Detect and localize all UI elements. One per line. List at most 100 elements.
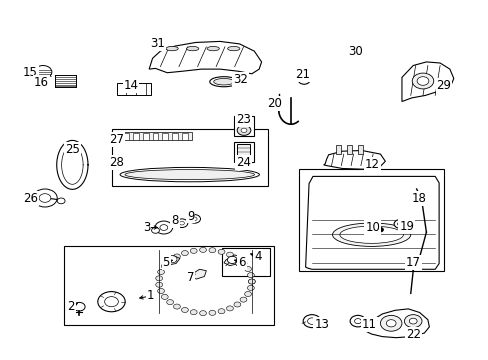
Circle shape (104, 297, 118, 307)
Circle shape (155, 221, 172, 234)
Bar (336, 145, 341, 154)
Circle shape (240, 297, 246, 302)
Bar (172, 133, 178, 140)
Bar (346, 145, 351, 154)
Circle shape (167, 256, 177, 263)
Circle shape (157, 270, 164, 275)
Circle shape (190, 248, 197, 253)
Ellipse shape (165, 46, 178, 51)
Circle shape (380, 315, 401, 331)
Bar (123, 133, 129, 140)
Text: 21: 21 (294, 68, 309, 81)
Circle shape (377, 228, 383, 232)
Circle shape (192, 217, 197, 221)
Circle shape (173, 254, 180, 259)
Ellipse shape (207, 46, 219, 51)
Text: 19: 19 (399, 220, 413, 233)
Circle shape (218, 249, 224, 254)
Circle shape (393, 220, 405, 228)
Bar (112, 129, 267, 186)
Circle shape (241, 121, 246, 125)
Ellipse shape (339, 226, 403, 243)
Circle shape (181, 251, 188, 256)
Text: 5: 5 (162, 256, 170, 269)
Bar (133, 133, 139, 140)
Circle shape (98, 292, 125, 312)
Ellipse shape (213, 78, 234, 85)
Circle shape (218, 309, 224, 314)
Circle shape (349, 315, 365, 327)
Circle shape (233, 256, 240, 261)
Text: 23: 23 (236, 113, 250, 126)
Text: 29: 29 (436, 79, 450, 92)
Polygon shape (323, 150, 385, 169)
Circle shape (237, 118, 250, 128)
Bar (152, 133, 158, 140)
Text: 8: 8 (171, 214, 179, 227)
Bar (117, 83, 150, 95)
Circle shape (199, 247, 206, 252)
Bar (63, 246, 273, 325)
Circle shape (188, 215, 200, 223)
Circle shape (226, 252, 233, 257)
Circle shape (416, 77, 428, 85)
Circle shape (408, 318, 416, 324)
Text: 2: 2 (67, 300, 75, 313)
Circle shape (303, 315, 320, 328)
Circle shape (160, 225, 167, 230)
Circle shape (176, 219, 187, 228)
Circle shape (173, 304, 180, 309)
Ellipse shape (186, 46, 198, 51)
Circle shape (298, 76, 309, 84)
Text: 6: 6 (238, 256, 245, 269)
Circle shape (233, 302, 240, 307)
Text: 10: 10 (365, 221, 379, 234)
Bar (233, 116, 254, 136)
Bar (182, 133, 187, 140)
Circle shape (190, 310, 197, 315)
Text: 4: 4 (254, 250, 262, 263)
Bar (357, 145, 362, 154)
Circle shape (307, 318, 316, 324)
Text: 25: 25 (65, 143, 80, 156)
Ellipse shape (120, 167, 259, 182)
Circle shape (386, 320, 395, 327)
Circle shape (244, 292, 251, 297)
Text: 3: 3 (142, 221, 150, 234)
Text: 27: 27 (109, 133, 123, 146)
Text: 15: 15 (23, 66, 38, 79)
Text: 32: 32 (233, 73, 247, 86)
Circle shape (301, 78, 306, 82)
Ellipse shape (332, 223, 410, 247)
Polygon shape (224, 255, 242, 266)
Circle shape (397, 222, 402, 226)
Circle shape (208, 248, 215, 253)
Circle shape (237, 125, 250, 135)
Ellipse shape (125, 170, 254, 180)
Circle shape (57, 198, 65, 204)
Text: 30: 30 (348, 45, 363, 58)
Circle shape (248, 279, 255, 284)
Circle shape (151, 228, 159, 233)
Bar (120, 132, 192, 140)
Text: 1: 1 (146, 289, 154, 302)
Ellipse shape (227, 46, 240, 51)
Circle shape (227, 256, 237, 264)
Text: 13: 13 (314, 318, 328, 331)
Polygon shape (166, 256, 180, 265)
Circle shape (181, 307, 188, 312)
Bar (222, 248, 270, 276)
Circle shape (161, 294, 168, 300)
Bar (233, 142, 254, 162)
Circle shape (411, 73, 433, 89)
Circle shape (247, 285, 254, 291)
Polygon shape (305, 176, 438, 269)
Circle shape (404, 315, 421, 328)
Circle shape (157, 288, 164, 293)
Bar (237, 144, 249, 160)
Circle shape (39, 194, 51, 202)
Circle shape (155, 276, 162, 281)
Text: 28: 28 (109, 156, 123, 169)
Circle shape (155, 282, 162, 287)
Circle shape (208, 310, 215, 315)
